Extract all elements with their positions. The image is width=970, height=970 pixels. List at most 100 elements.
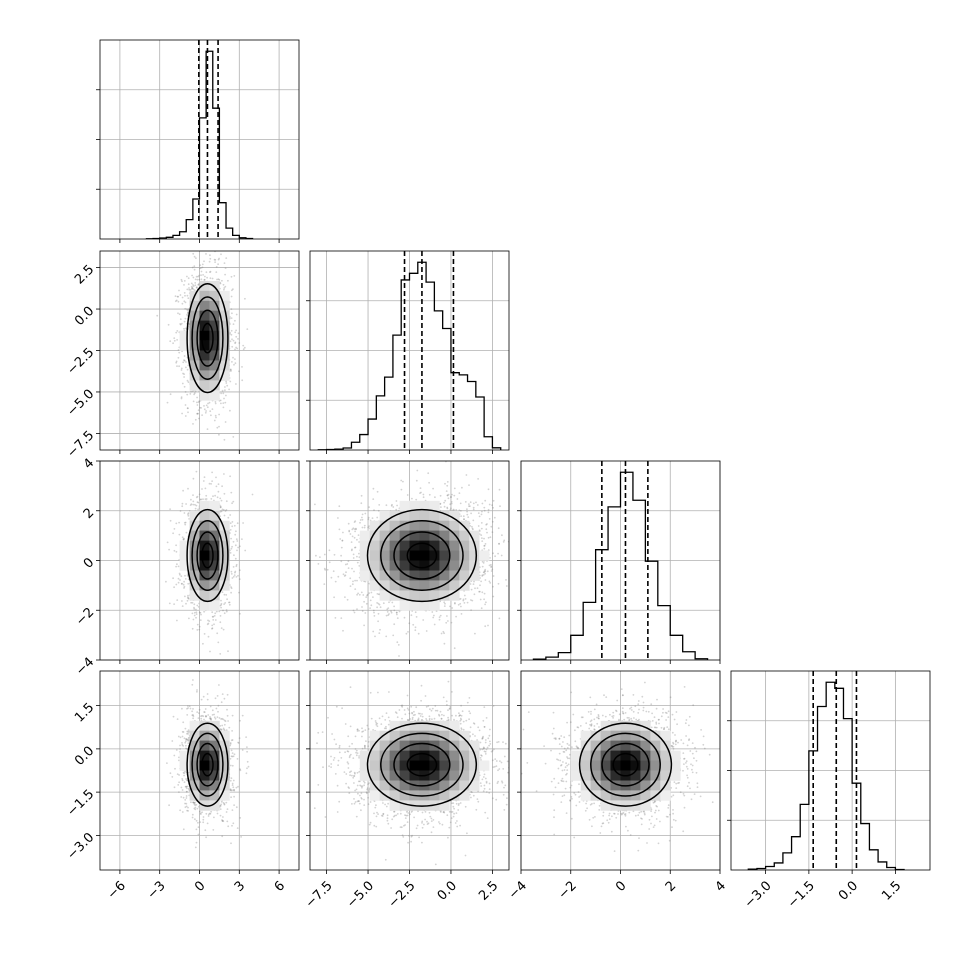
scatter-point (219, 497, 222, 500)
scatter-point (183, 320, 186, 323)
scatter-point (440, 632, 443, 635)
scatter-point (219, 653, 222, 655)
scatter-point (214, 494, 217, 497)
density-cell (209, 390, 220, 401)
scatter-point (180, 369, 183, 371)
scatter-point (416, 469, 419, 472)
scatter-point (183, 300, 186, 303)
scatter-point (402, 480, 404, 483)
scatter-point (505, 585, 508, 587)
scatter-point (319, 556, 321, 558)
scatter-point (198, 611, 201, 614)
scatter-point (191, 287, 193, 290)
scatter-point (233, 574, 236, 576)
scatter-point (187, 597, 190, 600)
scatter-point (363, 526, 366, 529)
scatter-point (372, 609, 375, 612)
scatter-point (489, 557, 491, 559)
scatter-point (178, 313, 181, 316)
scatter-point (491, 504, 493, 507)
scatter-point (208, 401, 211, 404)
scatter-point (172, 532, 175, 535)
scatter-point (179, 294, 182, 296)
scatter-point (449, 503, 452, 506)
density-cell (199, 590, 210, 601)
scatter-point (229, 380, 232, 383)
scatter-point (187, 312, 189, 314)
scatter-point (203, 405, 205, 407)
scatter-point (431, 611, 434, 613)
scatter-point (235, 335, 238, 338)
scatter-point (203, 408, 206, 411)
scatter-point (230, 491, 233, 494)
contour-1 (196, 309, 219, 367)
scatter-point (172, 342, 175, 345)
scatter-point (392, 506, 395, 508)
histogram-2 (532, 471, 709, 660)
scatter-point (219, 615, 222, 617)
scatter-point (450, 507, 452, 510)
scatter-point (211, 480, 214, 482)
scatter-point (215, 485, 218, 488)
scatter-point (194, 284, 197, 287)
scatter-point (477, 478, 479, 480)
scatter-point (194, 507, 197, 510)
scatter-point (228, 601, 231, 604)
scatter-point (213, 623, 215, 626)
scatter-point (481, 537, 483, 539)
density-cell (199, 570, 210, 581)
scatter-point (224, 401, 227, 404)
scatter-point (236, 540, 239, 542)
scatter-point (223, 612, 226, 615)
scatter-point (176, 295, 179, 298)
scatter-point (205, 271, 208, 274)
scatter-point (218, 278, 221, 281)
scatter-point (183, 512, 186, 514)
scatter-point (207, 619, 209, 622)
scatter-point (197, 501, 200, 504)
scatter-point (227, 279, 229, 282)
scatter-point (234, 571, 236, 574)
scatter-point (181, 280, 183, 283)
scatter-point (180, 396, 183, 398)
scatter-point (193, 265, 196, 268)
scatter-point (378, 603, 381, 606)
contour-3 (186, 508, 229, 603)
scatter-point (352, 557, 355, 559)
scatter-point (215, 271, 218, 273)
scatter-point (211, 277, 214, 280)
scatter-point (228, 388, 231, 391)
scatter-point (190, 498, 192, 501)
scatter-point (230, 537, 233, 540)
scatter-point (469, 583, 472, 585)
density-cell (219, 570, 230, 581)
scatter-point (483, 592, 486, 595)
scatter-point (333, 596, 335, 599)
scatter-point (183, 580, 186, 583)
scatter-point (192, 477, 195, 480)
scatter-point (175, 522, 178, 525)
scatter-point (203, 610, 206, 613)
scatter-point (482, 562, 485, 564)
contour-0 (201, 542, 214, 569)
scatter-point (184, 294, 186, 297)
scatter-point (230, 329, 233, 332)
scatter-point (191, 601, 194, 604)
scatter-point (166, 541, 169, 544)
scatter-point (193, 614, 196, 617)
scatter-point (233, 363, 235, 366)
scatter-point (354, 579, 356, 582)
scatter-point (323, 553, 326, 556)
scatter-point (192, 276, 195, 279)
scatter-point (176, 619, 178, 622)
scatter-point (218, 413, 221, 416)
scatter-point (488, 564, 491, 567)
scatter-point (501, 534, 503, 537)
density-cell (199, 370, 210, 381)
scatter-point (182, 372, 184, 375)
scatter-point (447, 497, 450, 500)
scatter-point (395, 508, 398, 511)
scatter-point (200, 270, 203, 273)
scatter-point (230, 586, 232, 588)
scatter-point (165, 580, 167, 583)
